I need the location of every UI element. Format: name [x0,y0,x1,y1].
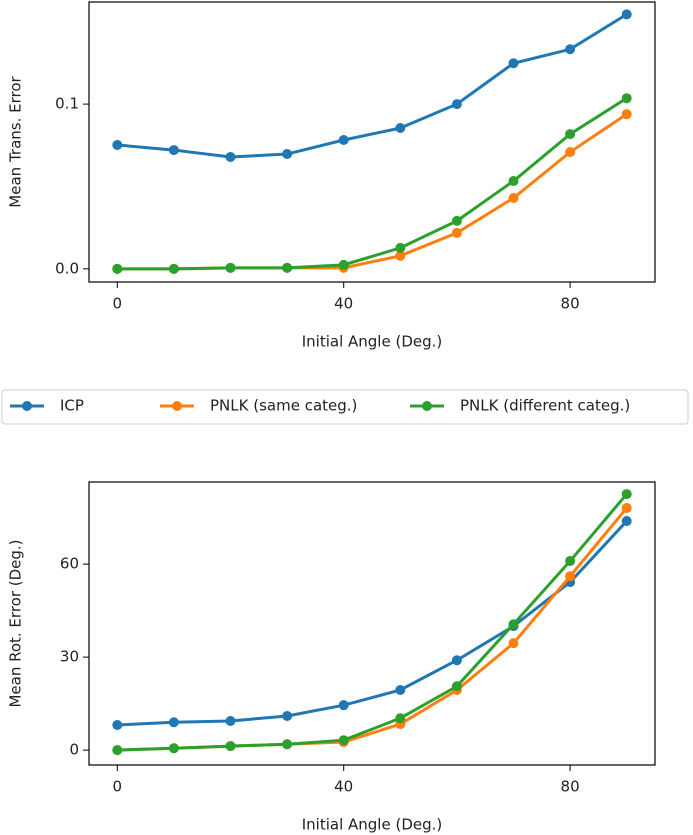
y-tick-label: 0 [69,741,79,759]
data-point [621,489,632,500]
data-point [225,262,236,273]
data-point [168,717,179,728]
data-point [508,638,519,649]
data-point [338,700,349,711]
data-point [395,713,406,724]
plot-frame [88,481,656,766]
data-point [112,263,123,274]
data-point [112,745,123,756]
legend-marker [422,401,432,411]
y-tick-label: 0.1 [55,95,79,113]
series-line [117,493,628,752]
series-line [117,112,628,271]
data-point [621,109,632,120]
data-point [565,147,576,158]
data-point [451,655,462,666]
data-point [225,741,236,752]
data-point [451,99,462,110]
x-tick-label: 40 [334,295,353,313]
data-point [395,123,406,133]
data-point [282,149,293,160]
data-point [112,720,123,731]
data-point [565,129,576,140]
data-point [565,571,576,582]
x-tick-label: 0 [113,778,123,796]
data-point [168,263,179,274]
series-line [117,96,628,271]
legend-label: PNLK (same categ.) [210,397,357,415]
data-point [168,743,179,754]
data-point [508,193,519,203]
data-point [225,151,236,162]
data-point [282,739,293,750]
y-axis-label: Mean Rot. Error (Deg.) [7,539,25,707]
data-point [225,715,236,726]
plot-frame [88,1,656,283]
data-point [621,93,632,104]
x-axis-label: Initial Angle (Deg.) [302,816,443,834]
data-point [112,139,123,150]
x-tick-label: 0 [113,295,123,313]
y-axis-label: Mean Trans. Error [7,75,25,207]
data-point [395,250,406,261]
data-point [338,259,349,270]
x-tick-label: 40 [334,778,353,796]
series-line [117,13,628,159]
legend-marker [22,401,32,411]
y-tick-label: 0.0 [55,259,79,277]
data-point [508,58,519,69]
data-point [565,44,576,55]
data-point [508,176,519,187]
data-point [451,227,462,238]
data-point [508,619,519,630]
data-point [621,503,632,514]
data-point [451,215,462,226]
data-point [338,735,349,746]
legend-label: ICP [60,397,84,415]
data-point [565,556,576,567]
y-tick-label: 30 [60,648,79,666]
data-point [395,684,406,695]
x-axis-label: Initial Angle (Deg.) [302,333,443,351]
legend-label: PNLK (different categ.) [460,397,630,415]
data-point [621,516,632,527]
data-point [282,711,293,722]
y-tick-label: 60 [60,555,79,573]
data-point [621,9,632,20]
x-tick-label: 80 [561,778,580,796]
data-point [395,242,406,253]
legend-marker [172,401,182,411]
data-point [282,262,293,273]
x-tick-label: 80 [561,295,580,313]
data-point [451,681,462,692]
legend-box [1,389,689,425]
series-line [117,507,628,752]
data-point [168,145,179,156]
data-point [338,135,349,146]
series-line [117,520,628,727]
